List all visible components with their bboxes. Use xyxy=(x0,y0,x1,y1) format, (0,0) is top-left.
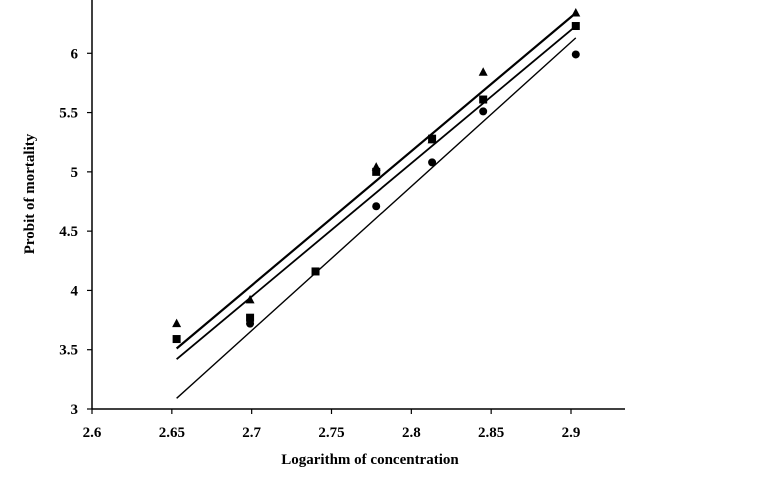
x-tick-label: 2.8 xyxy=(402,425,421,441)
y-tick-label: 5.5 xyxy=(59,106,78,122)
point-square xyxy=(428,134,437,143)
y-tick-label: 3.5 xyxy=(59,343,78,359)
y-ticks: 3 3.5 4 4.5 5 5.5 6 xyxy=(59,46,92,418)
data-points xyxy=(172,7,581,344)
point-triangle xyxy=(172,318,182,328)
point-circle xyxy=(571,50,580,59)
x-tick-label: 2.85 xyxy=(478,425,504,441)
x-tick-label: 2.9 xyxy=(562,425,581,441)
fit-line-square xyxy=(176,25,577,360)
point-square xyxy=(311,267,320,276)
point-square xyxy=(571,22,580,31)
point-circle xyxy=(372,202,381,211)
x-axis-title: Logarithm of concentration xyxy=(281,452,459,468)
point-circle xyxy=(246,319,255,328)
x-tick-label: 2.7 xyxy=(242,425,261,441)
point-circle xyxy=(479,107,488,116)
x-tick-label: 2.75 xyxy=(318,425,344,441)
y-tick-label: 4.5 xyxy=(59,224,78,240)
point-square xyxy=(246,313,255,322)
point-triangle xyxy=(571,7,581,17)
fit-line-circle xyxy=(176,37,577,399)
y-tick-label: 5 xyxy=(71,165,79,181)
x-ticks: 2.6 2.65 2.7 2.75 2.8 2.85 2.9 xyxy=(83,409,581,441)
plot-area: 2.6 2.65 2.7 2.75 2.8 2.85 2.9 3 3.5 4 4.5 5 5.5 6 xyxy=(59,0,625,441)
point-triangle xyxy=(245,294,255,304)
fit-lines xyxy=(175,12,577,399)
y-axis-title: Probit of mortality xyxy=(22,133,38,254)
y-tick-label: 3 xyxy=(71,402,79,418)
point-square xyxy=(479,95,488,104)
point-square xyxy=(172,335,181,344)
y-tick-label: 4 xyxy=(71,283,79,299)
x-tick-label: 2.65 xyxy=(159,425,185,441)
point-triangle xyxy=(478,67,488,76)
x-tick-label: 2.6 xyxy=(83,425,102,441)
fit-line-triangle xyxy=(175,12,577,350)
y-tick-label: 6 xyxy=(71,46,79,62)
point-square xyxy=(372,167,381,176)
point-circle xyxy=(428,158,437,167)
